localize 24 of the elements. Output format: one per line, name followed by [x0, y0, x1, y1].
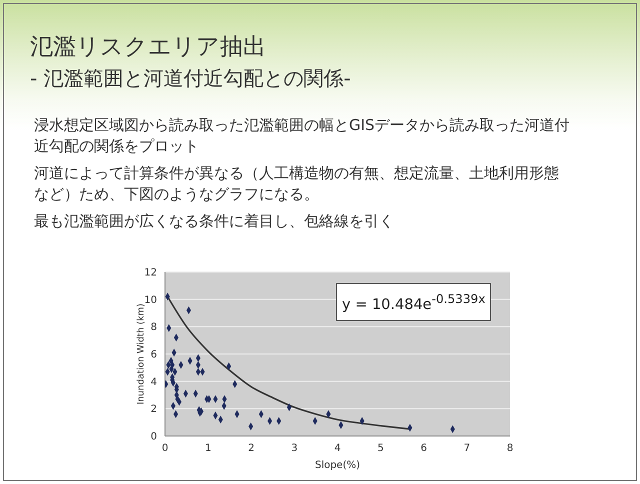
x-axis-title: Slope(%) [314, 460, 360, 471]
x-tick-label: 0 [162, 443, 168, 454]
text: 最も氾濫範囲が広くなる条件に着目し、包絡線を引く [34, 211, 395, 232]
y-tick-label: 12 [144, 268, 157, 279]
x-tick-label: 8 [506, 443, 514, 454]
x-tick-label: 5 [377, 443, 384, 454]
y-tick-label: 10 [144, 294, 157, 306]
x-tick-label: 3 [291, 443, 298, 454]
y-tick-label: 0 [150, 432, 157, 443]
chart-title: 氾濫リスクエリア抽出 [30, 33, 266, 61]
y-axis-title: Inundation Width (km) [136, 303, 146, 405]
x-tick-label: 6 [420, 443, 427, 454]
y-tick-label: 6 [150, 350, 157, 361]
y-tick-label: 8 [150, 322, 157, 334]
text: 浸水想定区域図から読み取った氾濫範囲の幅とGISデータから読み取った河道付近勾配の関係をプロット [34, 115, 571, 157]
y-tick-label: 4 [150, 376, 157, 388]
chart-subtitle: - 氾濫範囲と河道付近勾配との関係- [30, 65, 351, 91]
x-tick-label: 7 [464, 443, 470, 454]
annotation: y = 10.484e$^{-0.5339x}$ [336, 283, 492, 321]
x-tick-label: 1 [204, 443, 212, 454]
x-tick-label: 4 [334, 443, 341, 454]
text: 河道によって計算条件が異なる（人工構造物の有無、想定流量、土地利用形態など）ため、下図のようなグラフになる。 [34, 163, 560, 205]
y-tick-label: 2 [150, 404, 157, 416]
x-tick-label: 2 [248, 443, 254, 454]
